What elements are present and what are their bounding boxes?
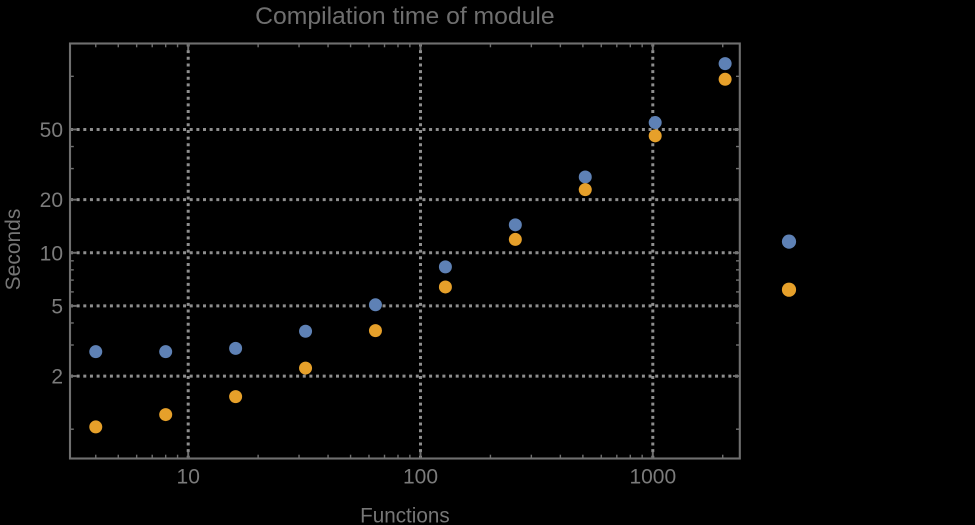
ticks-layer	[70, 43, 740, 459]
legend-marker-blue-series	[781, 234, 797, 249]
data-point-orange-series	[438, 280, 452, 294]
tick-labels-layer: 10 100 1000 2 5 10 20 50	[40, 119, 677, 488]
y-axis-label: Seconds	[2, 209, 25, 291]
data-point-orange-series	[718, 72, 732, 86]
data-point-blue-series	[648, 116, 662, 130]
points-layer	[89, 57, 732, 434]
y-tick-label: 10	[40, 242, 63, 265]
y-tick-label: 5	[51, 295, 63, 318]
data-point-blue-series	[438, 260, 452, 274]
legend	[781, 234, 797, 297]
data-point-orange-series	[299, 361, 313, 375]
data-point-orange-series	[159, 408, 173, 422]
data-point-blue-series	[159, 345, 173, 359]
x-tick-label: 1000	[629, 465, 676, 488]
data-point-blue-series	[508, 218, 522, 232]
data-point-orange-series	[89, 420, 103, 434]
x-axis-label: Functions	[360, 505, 450, 525]
data-point-blue-series	[578, 170, 592, 184]
y-tick-label: 50	[40, 119, 63, 142]
data-point-orange-series	[229, 390, 243, 404]
chart-title: Compilation time of module	[255, 3, 555, 30]
data-point-blue-series	[718, 57, 732, 71]
data-point-blue-series	[229, 341, 243, 355]
data-point-blue-series	[368, 298, 382, 312]
data-point-orange-series	[368, 324, 382, 338]
data-point-orange-series	[648, 129, 662, 143]
x-tick-label: 10	[177, 465, 200, 488]
data-point-blue-series	[89, 345, 103, 359]
legend-marker-orange-series	[781, 282, 797, 297]
data-point-orange-series	[508, 232, 522, 246]
gridlines-layer	[70, 43, 740, 459]
data-point-blue-series	[299, 324, 313, 338]
x-tick-label: 100	[403, 465, 438, 488]
data-point-orange-series	[578, 183, 592, 197]
y-tick-label: 20	[40, 189, 63, 212]
plot-frame	[68, 42, 741, 460]
y-tick-label: 2	[51, 366, 63, 389]
frame-layer	[68, 42, 741, 460]
